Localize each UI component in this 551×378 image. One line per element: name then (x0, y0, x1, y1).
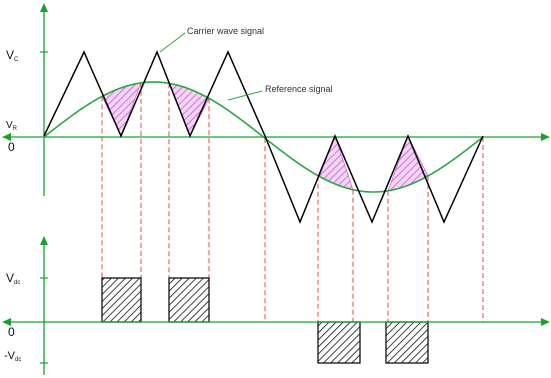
vdc-label: Vdc (6, 271, 20, 286)
reference-signal-curve (43, 81, 483, 193)
carrier-wave-signal (43, 50, 484, 224)
hatched-region-3 (317, 135, 354, 191)
vr-label: VR (6, 120, 18, 132)
output-pulse-1 (101, 277, 142, 323)
output-pulse-2 (168, 277, 210, 323)
zero-bottom-label: 0 (8, 325, 15, 339)
top-horizontal-arrowhead-left (2, 133, 11, 141)
neg-vdc-label: -Vdc (4, 350, 21, 363)
output-pulses (101, 277, 429, 364)
output-pulse-4 (385, 321, 429, 364)
top-horizontal-arrowhead-right (541, 133, 550, 141)
vc-label: VC (6, 48, 19, 63)
reference-label: Reference signal (265, 84, 333, 94)
carrier-callout-leader (159, 32, 186, 53)
bottom-vertical-arrowhead (40, 236, 48, 245)
top-vertical-arrowhead (40, 3, 48, 12)
hatched-region-4 (387, 135, 429, 192)
zero-top-label: 0 (8, 140, 15, 154)
axes (2, 3, 550, 375)
carrier-label: Carrier wave signal (187, 26, 264, 36)
hatched-region-1 (101, 82, 142, 137)
hatched-region-2 (168, 82, 210, 137)
bottom-horizontal-arrowhead-right (541, 318, 550, 326)
reference-callout-leader (227, 90, 263, 101)
output-pulse-3 (317, 321, 361, 364)
bottom-horizontal-arrowhead-left (2, 318, 11, 326)
